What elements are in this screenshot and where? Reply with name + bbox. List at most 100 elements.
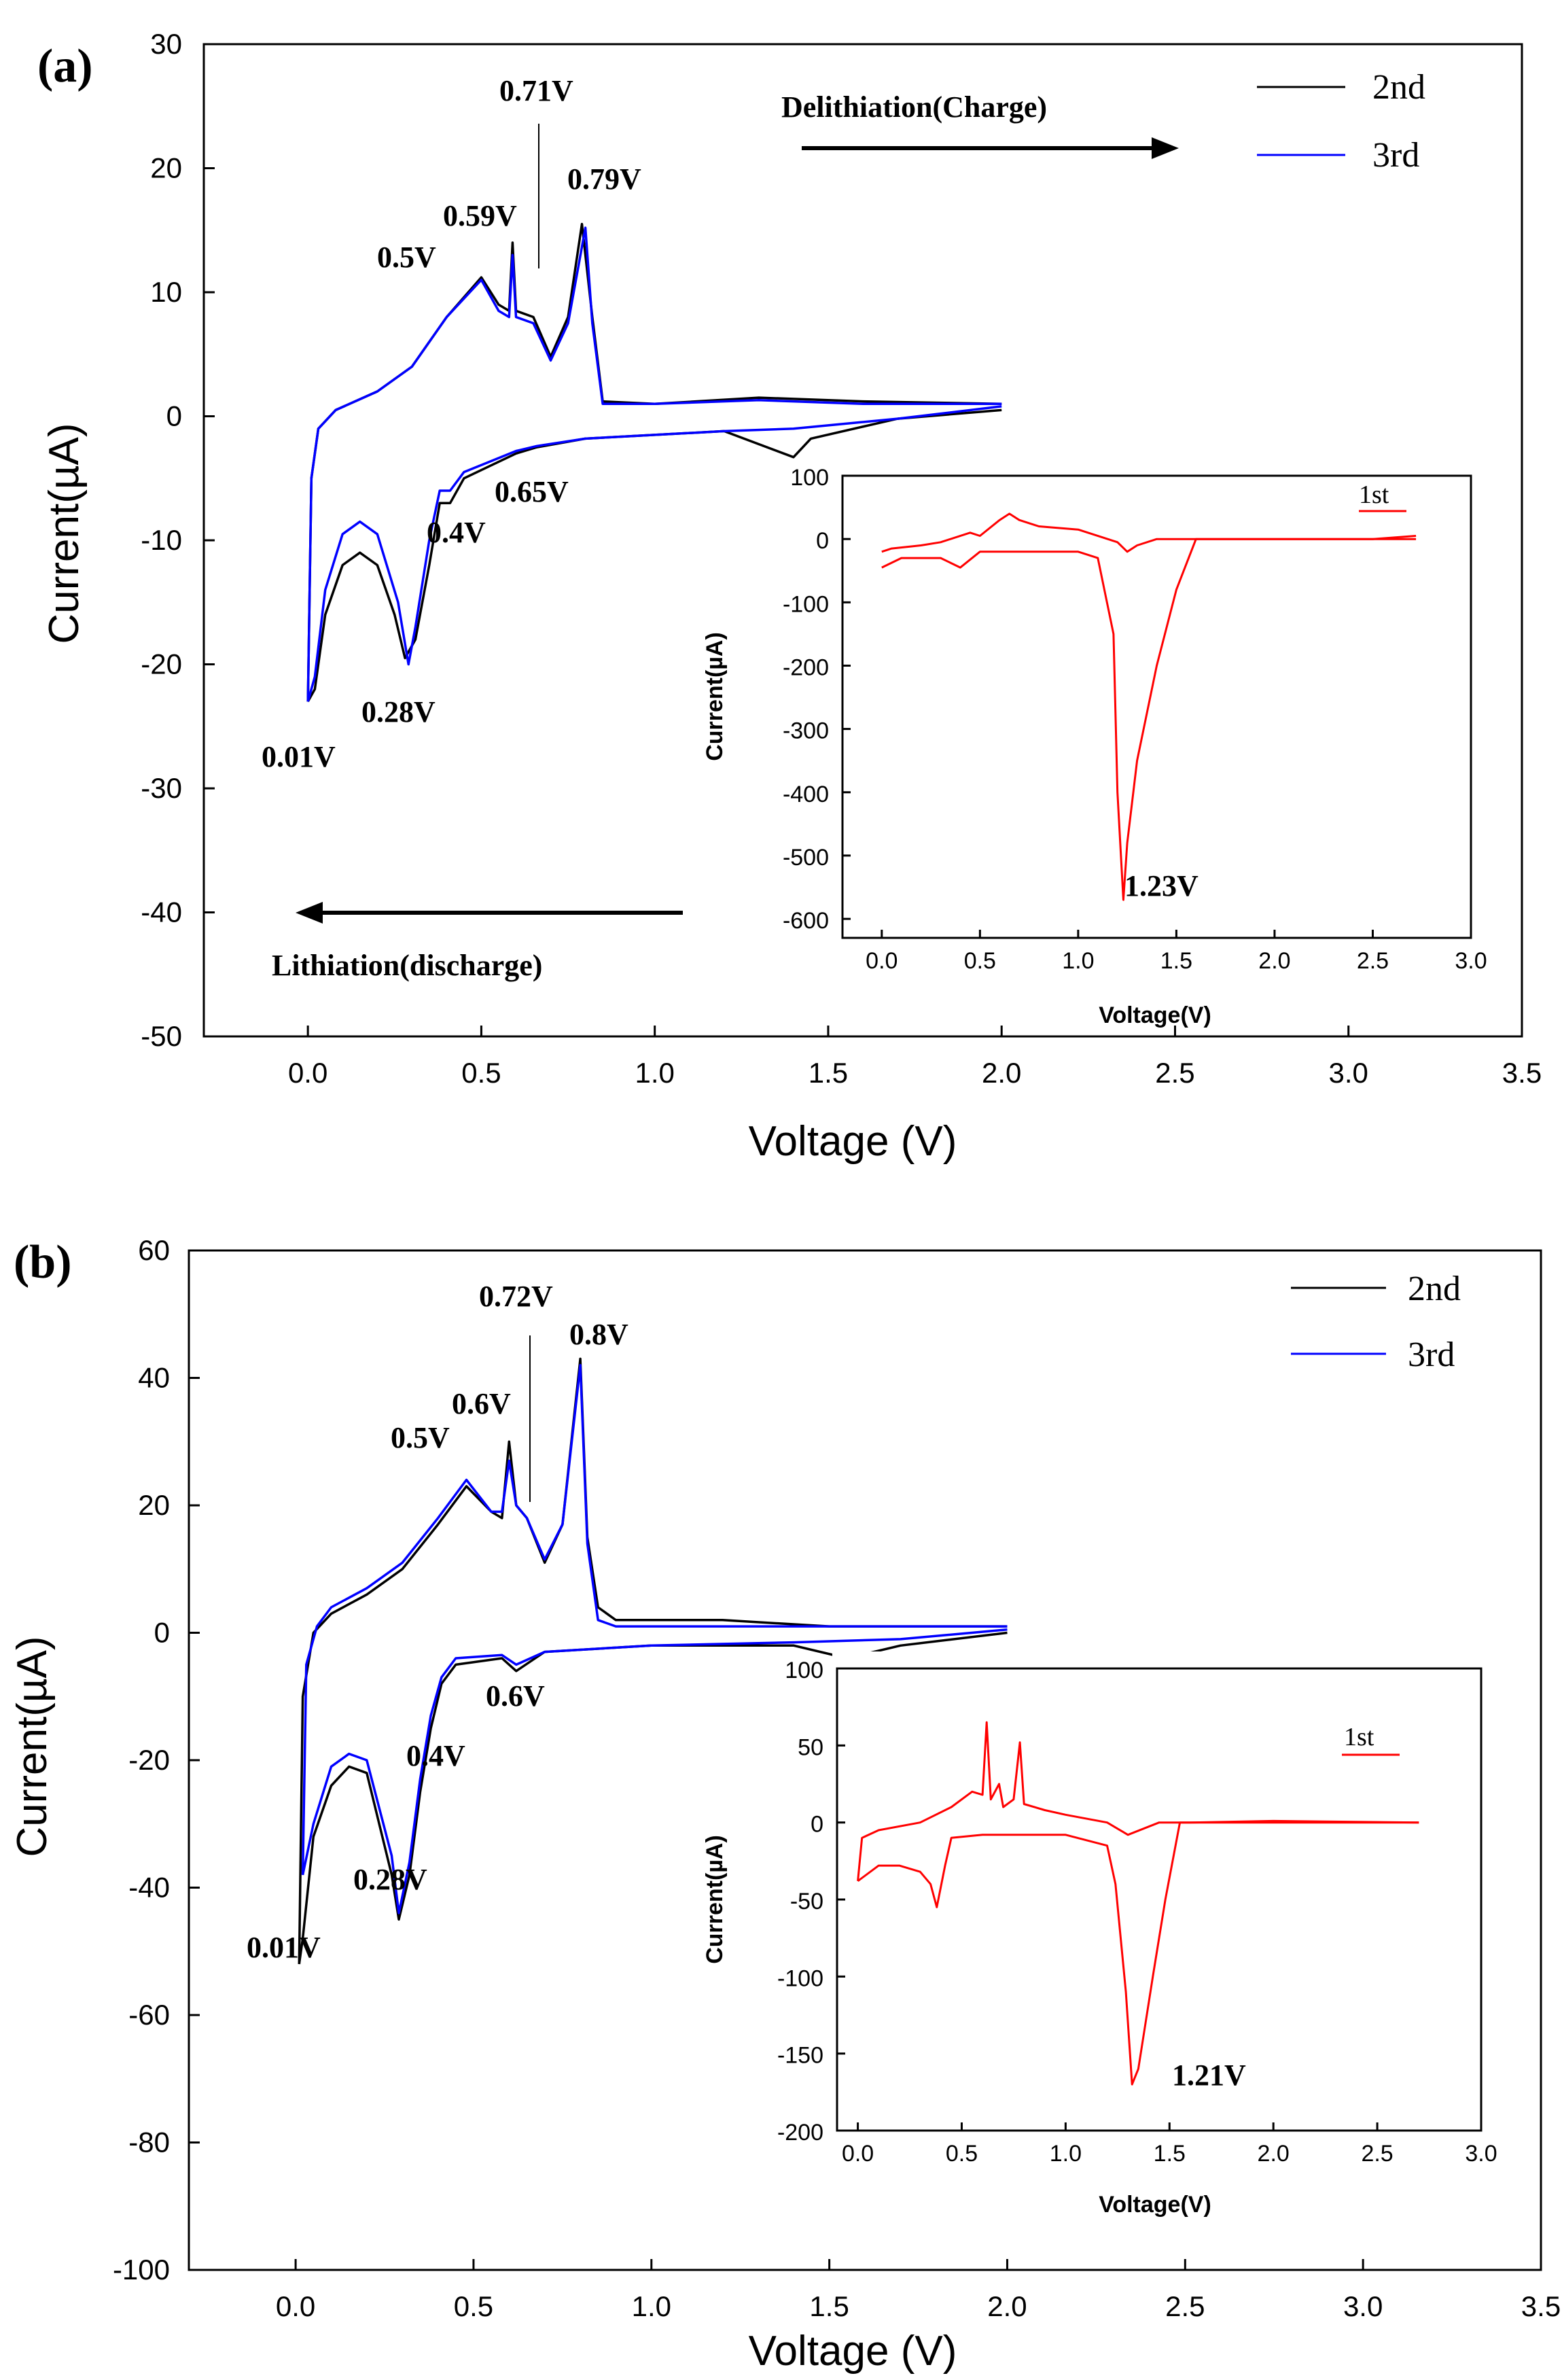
panel-a-arrow-charge-head (1152, 137, 1179, 159)
panel-a-arrow-discharge-head (296, 902, 323, 924)
panel-b-y-tick-label: 20 (138, 1489, 170, 1521)
panel-b-x-tick-label: 1.5 (809, 2290, 849, 2322)
panel-b-series-2nd-oxidation (298, 1357, 1008, 1965)
panel-b-inset-y-ticks: 100 50 0 -50 -100 -150 -200 (777, 1658, 845, 2146)
panel-a-y-tick-label: 10 (150, 276, 182, 308)
panel-label-a: (a) (37, 40, 93, 92)
panel-a-anno-0-71v: 0.71V (499, 74, 573, 107)
panel-b-y-tick-label: 60 (138, 1234, 170, 1266)
panel-a-inset-y-tick-label: -500 (783, 845, 829, 871)
panel-a-inset-x-tick-label: 1.5 (1160, 948, 1192, 974)
panel-a-y-axis-title: Current(µA) (41, 423, 88, 644)
panel-a-x-tick-label: 2.0 (982, 1057, 1021, 1089)
panel-a-x-axis-title: Voltage (V) (749, 1118, 957, 1165)
panel-a-inset-x-tick-label: 2.0 (1258, 948, 1290, 974)
panel-b-anno-0-28v: 0.28V (353, 1863, 427, 1896)
panel-b-inset-x-tick-label: 0.0 (842, 2141, 874, 2167)
panel-a-anno-0-59v: 0.59V (443, 199, 517, 232)
panel-a-inset-y-tick-label: -400 (783, 782, 829, 807)
panel-b-inset-series-1st-reduction (857, 1821, 1419, 2086)
panel-a-y-tick-label: -10 (141, 524, 182, 556)
panel-b-y-axis-title: Current(µA) (9, 1636, 56, 1857)
panel-a-y-tick-label: -50 (141, 1020, 182, 1052)
panel-b-inset-x-tick-label: 3.0 (1465, 2141, 1497, 2167)
panel-a-x-tick-label: 2.5 (1155, 1057, 1194, 1089)
panel-a-anno-0-4v: 0.4V (427, 516, 486, 549)
panel-b-anno-0-01v: 0.01V (247, 1931, 321, 1964)
panel-a-inset-x-tick-label: 0.0 (866, 948, 898, 974)
panel-a-y-ticks: 30 20 10 0 -10 -20 -30 -40 -50 (141, 28, 215, 1052)
panel-a-x-tick-label: 0.5 (461, 1057, 501, 1089)
panel-b-inset-x-ticks: 0.0 0.5 1.0 1.5 2.0 2.5 3.0 (842, 2122, 1497, 2167)
panel-b-y-ticks: 60 40 20 0 -20 -40 -60 -80 -100 (113, 1234, 200, 2286)
panel-a-inset: 100 0 -100 -200 -300 -400 -500 -600 0.0 0.5 1.0 1.… (702, 465, 1495, 1028)
panel-b-x-tick-label: 2.0 (987, 2290, 1027, 2322)
panel-a-x-ticks: 0.0 0.5 1.0 1.5 2.0 2.5 3.0 3.5 (288, 1026, 1542, 1089)
panel-a-y-tick-label: 30 (150, 28, 182, 60)
panel-a-inset-y-tick-label: -100 (783, 591, 829, 617)
panel-b-x-axis-title: Voltage (V) (749, 2328, 957, 2375)
panel-a-inset-x-tick-label: 3.0 (1455, 948, 1487, 974)
panel-a-inset-x-tick-label: 1.0 (1062, 948, 1094, 974)
panel-b-inset-x-tick-label: 1.0 (1050, 2141, 1082, 2167)
panel-a-arrow-label-charge: Delithiation(Charge) (781, 90, 1047, 124)
panel-a-y-tick-label: -40 (141, 896, 182, 928)
panel-b: (b) 60 40 20 0 -20 -40 -60 -80 -100 0.0 0.5 1.0 1.5… (9, 1234, 1561, 2375)
panel-a-anno-0-79v: 0.79V (567, 162, 641, 196)
panel-b-y-tick-label: 40 (138, 1362, 170, 1394)
panel-a-inset-x-tick-label: 2.5 (1357, 948, 1389, 974)
panel-b-inset-y-tick-label: 100 (785, 1658, 823, 1683)
panel-b-legend-2nd: 2nd (1408, 1270, 1461, 1308)
panel-b-x-tick-label: 3.0 (1343, 2290, 1383, 2322)
panel-a-inset-series-1st-reduction (881, 535, 1417, 901)
panel-a-inset-series-1st-oxidation (881, 512, 1417, 553)
panel-a-arrow-label-discharge: Lithiation(discharge) (272, 949, 542, 982)
panel-b-x-tick-label: 2.5 (1165, 2290, 1205, 2322)
panel-b-series (298, 1357, 1008, 1965)
panel-b-main-plot: 60 40 20 0 -20 -40 -60 -80 -100 0.0 0.5 1.0 1.5 2.0 2… (9, 1234, 1561, 2375)
panel-b-anno-0-6v-upper: 0.6V (452, 1387, 511, 1420)
panel-b-x-tick-label: 0.5 (454, 2290, 493, 2322)
panel-a-x-tick-label: 0.0 (288, 1057, 327, 1089)
panel-b-x-ticks: 0.0 0.5 1.0 1.5 2.0 2.5 3.0 3.5 (276, 2259, 1561, 2322)
panel-a-inset-x-tick-label: 0.5 (964, 948, 996, 974)
panel-b-y-tick-label: -60 (128, 1999, 170, 2031)
panel-b-anno-0-8v: 0.8V (569, 1318, 628, 1351)
panel-b-y-tick-label: 0 (154, 1617, 170, 1649)
panel-a-inset-y-axis-title: Current(µA) (702, 632, 728, 761)
panel-a-inset-y-tick-label: -200 (783, 654, 829, 680)
panel-b-inset-x-tick-label: 2.5 (1361, 2141, 1393, 2167)
panel-a-inset-series (881, 512, 1417, 901)
panel-a-series (306, 222, 1002, 703)
panel-b-inset-series-1st-oxidation (857, 1721, 1419, 1881)
panel-a-inset-legend-1st: 1st (1359, 480, 1389, 509)
panel-b-inset-anno-1-21v: 1.21V (1172, 2059, 1246, 2092)
panel-a-y-tick-label: 0 (166, 400, 182, 432)
panel-b-inset-x-tick-label: 2.0 (1258, 2141, 1290, 2167)
panel-a-legend-2nd: 2nd (1372, 68, 1425, 107)
panel-a-inset-y-tick-label: -300 (783, 718, 829, 744)
panel-a-series-3rd-reduction (306, 405, 1002, 702)
panel-label-b: (b) (14, 1236, 72, 1289)
panel-b-anno-0-5v: 0.5V (391, 1421, 450, 1454)
panel-b-inset-y-axis-title: Current(µA) (702, 1835, 728, 1964)
panel-b-legend-3rd: 3rd (1408, 1335, 1455, 1374)
panel-b-anno-0-6v-lower: 0.6V (486, 1679, 545, 1713)
panel-a-x-tick-label: 1.5 (809, 1057, 848, 1089)
panel-b-anno-0-72v: 0.72V (479, 1280, 553, 1313)
panel-a-y-tick-label: 20 (150, 152, 182, 184)
panel-b-inset-y-tick-label: -200 (777, 2120, 823, 2146)
panel-b-anno-0-4v: 0.4V (406, 1739, 465, 1772)
panel-b-inset-y-tick-label: -50 (790, 1889, 823, 1914)
panel-b-inset-x-axis-title: Voltage(V) (1099, 2192, 1211, 2218)
panel-b-series-2nd-reduction (298, 1631, 1008, 1965)
panel-b-series-3rd-reduction (301, 1628, 1008, 1914)
panel-b-x-tick-label: 1.0 (632, 2290, 671, 2322)
panel-b-y-tick-label: -20 (128, 1744, 170, 1776)
panel-a-anno-0-5v: 0.5V (377, 241, 436, 274)
panel-a-inset-x-axis-title: Voltage(V) (1099, 1002, 1211, 1028)
panel-a-x-tick-label: 3.5 (1502, 1057, 1542, 1089)
